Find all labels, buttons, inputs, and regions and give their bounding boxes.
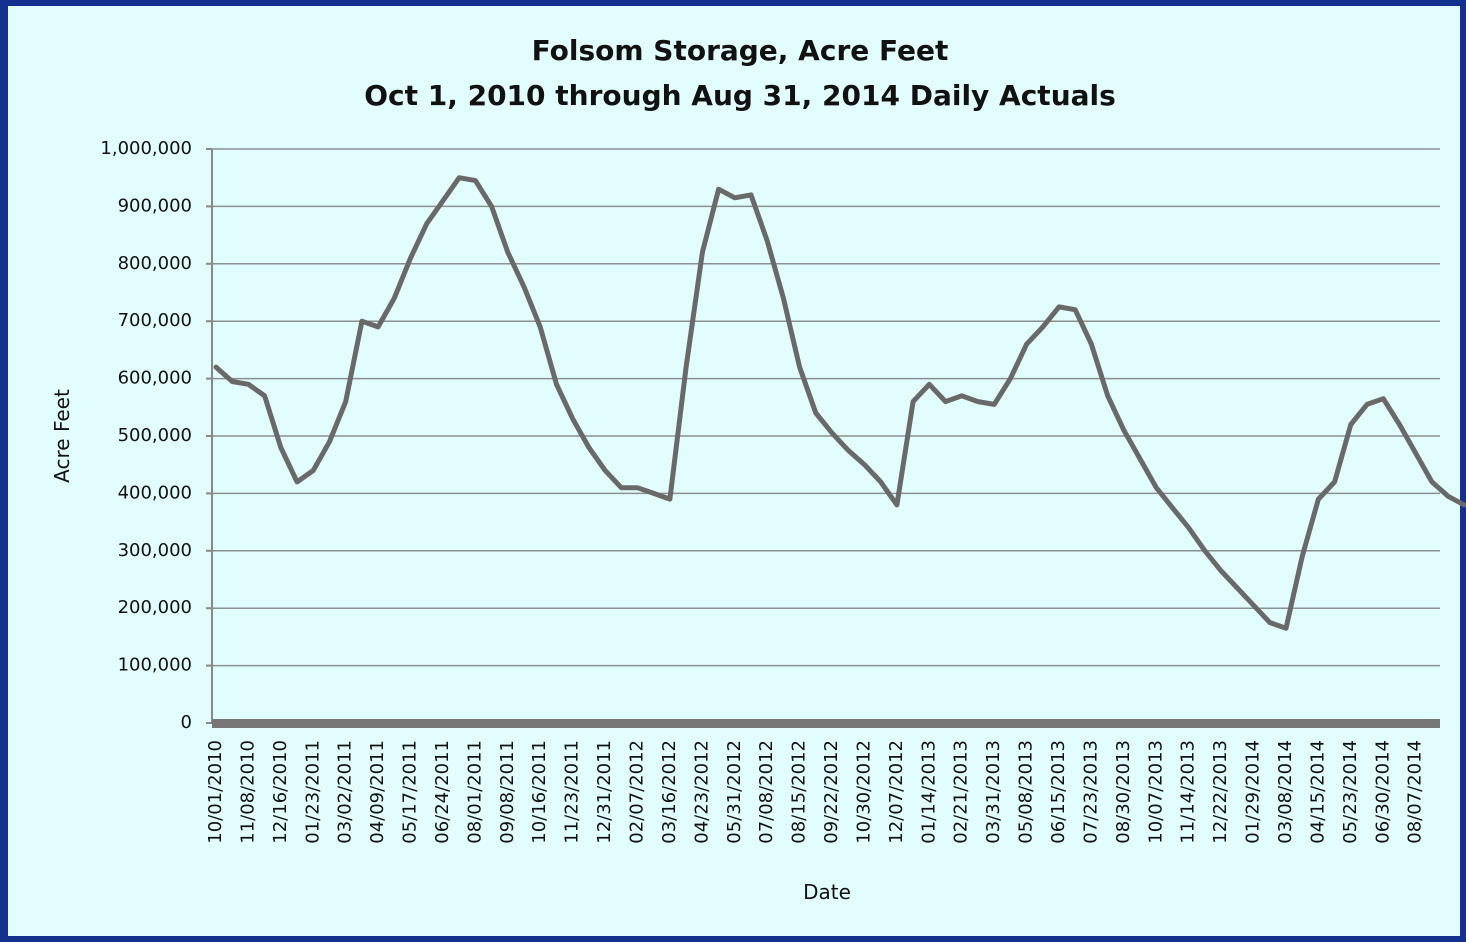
- x-tick-label: 05/08/2013: [1016, 740, 1037, 844]
- x-tick-label: 10/30/2012: [853, 740, 874, 844]
- x-tick-label: 05/23/2014: [1340, 740, 1361, 844]
- x-tick-label: 07/23/2013: [1080, 740, 1101, 844]
- x-tick-label: 03/16/2012: [659, 740, 680, 844]
- x-tick-label: 07/08/2012: [756, 740, 777, 844]
- x-tick-label: 01/14/2013: [918, 740, 939, 844]
- chart-panel: [8, 6, 1460, 936]
- chart-subtitle: Oct 1, 2010 through Aug 31, 2014 Daily A…: [364, 79, 1116, 112]
- x-tick-label: 06/24/2011: [432, 740, 453, 844]
- x-tick-label: 12/07/2012: [886, 740, 907, 844]
- x-tick-label: 08/01/2011: [464, 740, 485, 844]
- y-tick-label: 600,000: [118, 368, 192, 389]
- y-tick-label: 400,000: [118, 482, 192, 503]
- x-tick-label: 10/16/2011: [529, 740, 550, 844]
- x-tick-label: 08/15/2012: [789, 740, 810, 844]
- y-tick-label: 500,000: [118, 425, 192, 446]
- x-tick-label: 10/01/2010: [205, 740, 226, 844]
- data-line: [213, 175, 1466, 631]
- x-tick-label: 06/15/2013: [1048, 740, 1069, 844]
- x-tick-label: 04/09/2011: [367, 740, 388, 844]
- x-tick-label: 04/15/2014: [1307, 740, 1328, 844]
- x-tick-label: 11/23/2011: [562, 740, 583, 844]
- x-tick-label: 03/08/2014: [1275, 740, 1296, 844]
- x-tick-label: 11/14/2013: [1178, 740, 1199, 844]
- x-tick-label: 02/21/2013: [951, 740, 972, 844]
- x-tick-label: 05/31/2012: [724, 740, 745, 844]
- x-axis-label: Date: [803, 880, 851, 904]
- x-tick-label: 10/07/2013: [1145, 740, 1166, 844]
- x-axis: [212, 719, 1440, 728]
- x-tick-label: 08/07/2014: [1405, 740, 1426, 844]
- chart-title: Folsom Storage, Acre Feet: [532, 34, 949, 67]
- x-tick-label: 11/08/2010: [237, 740, 258, 844]
- x-tick-label: 12/31/2011: [594, 740, 615, 844]
- y-tick-label: 100,000: [118, 655, 192, 676]
- y-tick-label: 200,000: [118, 597, 192, 618]
- y-axis-label: Acre Feet: [50, 389, 74, 483]
- y-tick-label: 0: [181, 712, 192, 733]
- x-tick-label: 04/23/2012: [691, 740, 712, 844]
- x-tick-label: 09/08/2011: [497, 740, 518, 844]
- x-tick-label: 01/23/2011: [302, 740, 323, 844]
- x-tick-label: 12/22/2013: [1210, 740, 1231, 844]
- x-tick-label: 05/17/2011: [400, 740, 421, 844]
- x-tick-label: 03/02/2011: [335, 740, 356, 844]
- x-tick-label: 03/31/2013: [983, 740, 1004, 844]
- x-tick-label: 01/29/2014: [1243, 740, 1264, 844]
- x-tick-label: 02/07/2012: [627, 740, 648, 844]
- x-tick-label: 09/22/2012: [821, 740, 842, 844]
- y-tick-label: 700,000: [118, 310, 192, 331]
- x-tick-label: 12/16/2010: [270, 740, 291, 844]
- x-tick-label: 08/30/2013: [1113, 740, 1134, 844]
- y-tick-label: 900,000: [118, 195, 192, 216]
- y-tick-label: 300,000: [118, 540, 192, 561]
- y-tick-label: 1,000,000: [100, 138, 192, 159]
- x-tick-label: 06/30/2014: [1372, 740, 1393, 844]
- y-tick-label: 800,000: [118, 253, 192, 274]
